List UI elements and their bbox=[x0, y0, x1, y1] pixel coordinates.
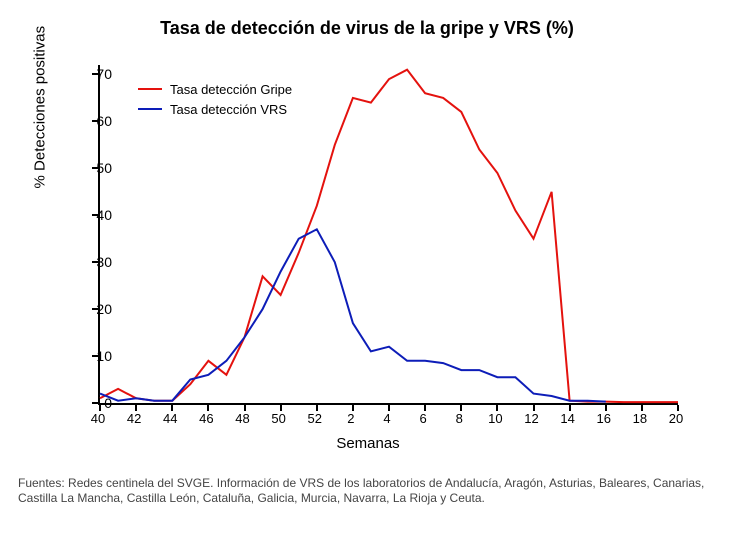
xtick-label: 48 bbox=[235, 411, 249, 426]
ytick-mark bbox=[92, 214, 98, 216]
ytick-mark bbox=[92, 308, 98, 310]
xtick-label: 12 bbox=[524, 411, 538, 426]
y-axis-label: % Detecciones positivas bbox=[32, 26, 49, 189]
xtick-label: 16 bbox=[597, 411, 611, 426]
xtick-label: 40 bbox=[91, 411, 105, 426]
source-note: Fuentes: Redes centinela del SVGE. Infor… bbox=[18, 476, 718, 506]
xtick-label: 6 bbox=[420, 411, 427, 426]
xtick-label: 50 bbox=[271, 411, 285, 426]
xtick-label: 2 bbox=[347, 411, 354, 426]
ytick-mark bbox=[92, 167, 98, 169]
ytick-mark bbox=[92, 73, 98, 75]
xtick-label: 8 bbox=[456, 411, 463, 426]
legend-swatch-vrs bbox=[138, 108, 162, 110]
xtick-label: 14 bbox=[560, 411, 574, 426]
series-gripe bbox=[100, 70, 678, 402]
series-vrs bbox=[100, 229, 606, 401]
xtick-label: 10 bbox=[488, 411, 502, 426]
xtick-label: 20 bbox=[669, 411, 683, 426]
legend-item-vrs: Tasa detección VRS bbox=[138, 99, 292, 119]
ytick-mark bbox=[92, 120, 98, 122]
ytick-mark bbox=[92, 261, 98, 263]
xtick-label: 46 bbox=[199, 411, 213, 426]
xtick-label: 52 bbox=[308, 411, 322, 426]
x-axis-label: Semanas bbox=[38, 435, 698, 452]
ytick-mark bbox=[92, 402, 98, 404]
legend: Tasa detección Gripe Tasa detección VRS bbox=[138, 79, 292, 119]
legend-label-vrs: Tasa detección VRS bbox=[170, 102, 287, 117]
chart-wrap: % Detecciones positivas 010203040506070 … bbox=[38, 45, 698, 465]
xtick-label: 18 bbox=[633, 411, 647, 426]
ytick-mark bbox=[92, 355, 98, 357]
xtick-label: 4 bbox=[383, 411, 390, 426]
xtick-label: 44 bbox=[163, 411, 177, 426]
chart-container: Tasa de detección de virus de la gripe y… bbox=[0, 0, 734, 538]
legend-swatch-gripe bbox=[138, 88, 162, 90]
xtick-label: 42 bbox=[127, 411, 141, 426]
legend-label-gripe: Tasa detección Gripe bbox=[170, 82, 292, 97]
chart-title: Tasa de detección de virus de la gripe y… bbox=[0, 18, 734, 39]
legend-item-gripe: Tasa detección Gripe bbox=[138, 79, 292, 99]
